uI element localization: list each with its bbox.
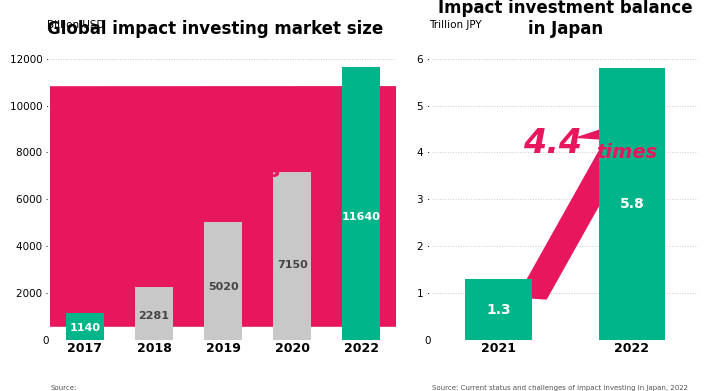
Text: 11640: 11640	[342, 212, 381, 222]
Text: Global impact investing market size: Global impact investing market size	[47, 20, 383, 38]
FancyArrow shape	[518, 120, 662, 299]
Text: 7150: 7150	[277, 260, 307, 270]
Text: Source: Current status and challenges of impact investing in Japan, 2022
Survey : Source: Current status and challenges of…	[432, 385, 688, 391]
Text: 2281: 2281	[138, 311, 170, 321]
Title: Impact investment balance
in Japan: Impact investment balance in Japan	[438, 0, 693, 38]
Bar	[343, 67, 380, 340]
Bar	[465, 279, 532, 340]
Text: 5.8: 5.8	[619, 197, 644, 211]
Bar	[66, 314, 104, 340]
Text: 1140: 1140	[69, 323, 101, 333]
Text: 1.3: 1.3	[486, 303, 511, 317]
Bar	[274, 172, 311, 340]
Text: 5020: 5020	[208, 282, 238, 292]
Text: times: times	[596, 143, 657, 162]
Text: Billion USD: Billion USD	[47, 20, 104, 30]
FancyArrow shape	[0, 87, 720, 326]
Bar	[204, 222, 242, 340]
Bar	[135, 287, 173, 340]
Text: Trillion JPY: Trillion JPY	[429, 20, 482, 30]
Text: 4.4: 4.4	[523, 127, 582, 160]
Text: times: times	[211, 161, 281, 181]
Text: Source:
『Sizing the Impact Investing Market』（GIIN，2022）『Annual Impact Investor S: Source: 『Sizing the Impact Investing Mar…	[50, 385, 409, 391]
Bar	[598, 68, 665, 340]
Text: 10: 10	[161, 145, 215, 183]
